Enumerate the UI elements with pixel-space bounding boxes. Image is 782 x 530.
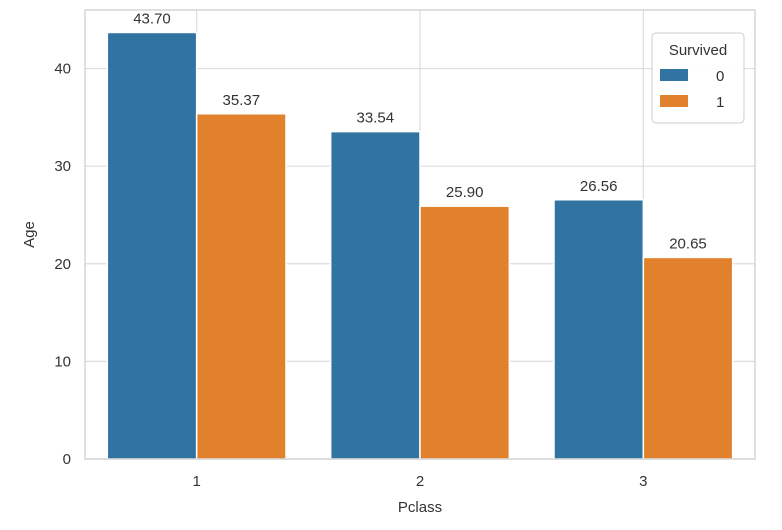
y-tick-label: 10 — [54, 353, 71, 370]
data-label: 35.37 — [223, 92, 261, 109]
bar-series-0-cat-3 — [553, 199, 645, 460]
data-label: 20.65 — [669, 235, 707, 252]
data-label: 33.54 — [357, 110, 395, 127]
y-tick-label: 30 — [54, 158, 71, 175]
bar-series-0-cat-2 — [329, 130, 421, 460]
x-tick-label: 1 — [192, 473, 200, 490]
x-axis-label: Pclass — [398, 499, 442, 516]
x-tick-label: 2 — [416, 473, 424, 490]
legend-swatch-1 — [660, 95, 688, 107]
legend-label-1: 1 — [716, 94, 724, 111]
bars — [106, 31, 734, 460]
data-label: 43.70 — [133, 10, 171, 27]
y-tick-label: 40 — [54, 61, 71, 78]
bar-series-0-cat-1 — [106, 31, 198, 460]
y-tick-label: 0 — [63, 451, 71, 468]
x-tick-label: 3 — [639, 473, 647, 490]
x-tick-labels: 1 2 3 — [192, 473, 647, 490]
data-label: 25.90 — [446, 184, 484, 201]
legend-swatch-0 — [660, 69, 688, 81]
bar-series-1-cat-1 — [195, 113, 287, 460]
data-labels: 43.70 33.54 26.56 35.37 25.90 20.65 — [133, 10, 707, 252]
y-axis-label: Age — [21, 221, 38, 248]
y-tick-labels: 0 10 20 30 40 — [54, 61, 71, 468]
data-label: 26.56 — [580, 178, 618, 195]
y-tick-label: 20 — [54, 256, 71, 273]
bar-series-1-cat-3 — [642, 256, 734, 460]
legend-title: Survived — [669, 42, 727, 59]
plot-frame — [84, 9, 756, 460]
bar-series-1-cat-2 — [419, 205, 511, 460]
legend: Survived 0 1 — [651, 32, 745, 124]
legend-label-0: 0 — [716, 68, 724, 85]
